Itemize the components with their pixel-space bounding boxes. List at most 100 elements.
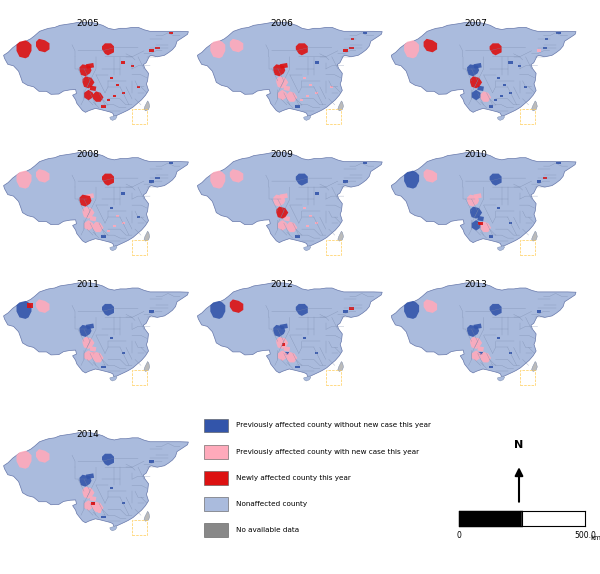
Polygon shape [122,352,125,355]
Polygon shape [283,346,290,352]
Bar [132,109,147,125]
Polygon shape [102,453,114,466]
Polygon shape [89,496,97,502]
Polygon shape [4,22,188,116]
Text: 2007: 2007 [464,20,487,28]
Polygon shape [490,304,502,316]
Text: 2012: 2012 [271,280,293,289]
Polygon shape [86,474,94,479]
Polygon shape [197,153,382,246]
Polygon shape [93,502,104,512]
Polygon shape [287,352,298,362]
Polygon shape [144,101,150,111]
Polygon shape [537,180,541,183]
Text: Previously affected county with new case this year: Previously affected county with new case… [236,449,419,455]
Polygon shape [110,487,113,489]
Polygon shape [101,366,106,368]
Polygon shape [472,350,481,361]
Polygon shape [280,193,288,199]
Polygon shape [556,32,561,34]
Polygon shape [307,95,310,97]
Bar [204,418,228,432]
Text: Previously affected county without new case this year: Previously affected county without new c… [236,422,431,428]
Polygon shape [17,40,32,59]
Polygon shape [278,90,287,100]
Polygon shape [497,246,505,251]
Polygon shape [36,300,50,313]
Bar [520,239,535,255]
Polygon shape [110,246,117,251]
Polygon shape [121,192,125,195]
Polygon shape [98,511,101,513]
Polygon shape [110,207,113,209]
Polygon shape [80,325,92,337]
Polygon shape [472,90,481,100]
Polygon shape [101,235,106,238]
Polygon shape [497,115,505,121]
Polygon shape [404,40,419,59]
Polygon shape [149,49,154,52]
Polygon shape [467,195,479,207]
Polygon shape [307,225,310,227]
Polygon shape [4,153,188,246]
Polygon shape [211,170,226,189]
Polygon shape [102,173,114,185]
Polygon shape [84,500,93,511]
Bar [204,471,228,484]
Polygon shape [481,91,491,102]
Polygon shape [310,215,313,216]
Polygon shape [149,310,154,313]
Text: 2013: 2013 [464,280,487,289]
Polygon shape [101,105,106,107]
Polygon shape [278,350,287,361]
Polygon shape [116,84,119,86]
Polygon shape [424,39,437,52]
Bar [132,519,147,535]
Polygon shape [296,304,308,316]
Polygon shape [197,22,382,116]
Text: 2014: 2014 [77,430,100,439]
Polygon shape [343,49,347,52]
Polygon shape [91,352,95,355]
Polygon shape [362,162,367,164]
Polygon shape [110,338,113,339]
Polygon shape [296,173,308,185]
Text: N: N [514,440,524,450]
Polygon shape [532,231,538,241]
Polygon shape [280,63,288,69]
Polygon shape [362,32,367,34]
Polygon shape [102,304,114,316]
Text: No available data: No available data [236,527,299,533]
Polygon shape [524,86,527,88]
Polygon shape [149,460,154,463]
Polygon shape [304,246,311,251]
Polygon shape [490,43,502,55]
Text: 0: 0 [456,532,461,540]
Polygon shape [338,101,344,111]
Polygon shape [304,115,311,121]
Bar [204,445,228,459]
Polygon shape [169,162,173,164]
Polygon shape [155,177,160,179]
Polygon shape [83,207,95,219]
Polygon shape [338,362,344,371]
Polygon shape [537,49,541,52]
Polygon shape [17,301,32,319]
Polygon shape [532,101,538,111]
Polygon shape [83,76,95,88]
Polygon shape [149,180,154,183]
Polygon shape [121,61,125,64]
Polygon shape [89,86,97,91]
Polygon shape [497,77,500,79]
Polygon shape [283,343,286,346]
Polygon shape [86,324,94,329]
Polygon shape [424,169,437,183]
Polygon shape [86,193,94,199]
Bar [132,239,147,255]
Polygon shape [287,91,298,102]
Polygon shape [113,95,116,97]
Polygon shape [274,325,286,337]
Polygon shape [343,180,347,183]
Bar [132,370,147,385]
Polygon shape [316,222,319,224]
